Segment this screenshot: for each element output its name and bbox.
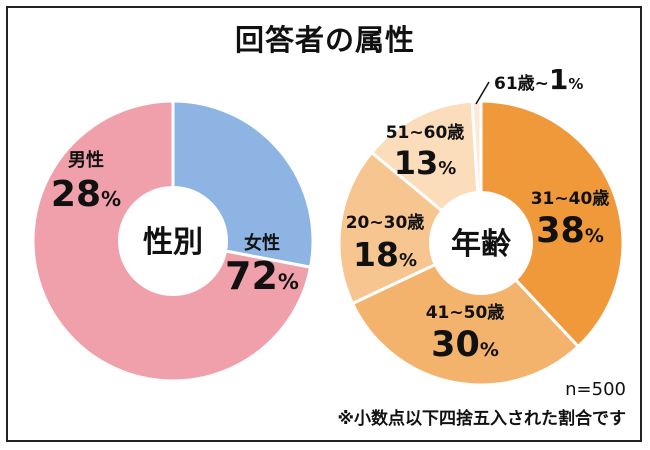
- center-label: 性別: [143, 225, 203, 260]
- donut-hole: [118, 186, 228, 296]
- slice-pct-51-60: 13%: [394, 144, 457, 182]
- slice-pct-male: 28%: [51, 174, 121, 215]
- slice-pct-31-40: 38%: [536, 211, 604, 251]
- slice-label-61plus: 61歳~1%: [494, 63, 583, 96]
- slice-name-31-40: 31~40歳: [531, 188, 610, 209]
- slice-name-male: 男性: [68, 149, 104, 171]
- chart-title: 回答者の属性: [234, 23, 415, 57]
- slice-20-30: [337, 150, 484, 306]
- donut-hole: [429, 191, 533, 295]
- slice-pct-female: 72%: [225, 254, 299, 298]
- center-label: 年齢: [451, 227, 511, 262]
- leader-line-61plus: [475, 81, 490, 105]
- slice-name-female: 女性: [244, 232, 280, 254]
- slice-name-51-60: 51~60歳: [386, 122, 465, 143]
- slice-31-40: [479, 99, 625, 349]
- slice-pct-41-50: 30%: [431, 325, 499, 365]
- slice-name-41-50: 41~50歳: [426, 302, 505, 323]
- rounding-note: ※小数点以下四捨五入された割合です: [337, 409, 626, 429]
- slice-pct-20-30: 18%: [353, 235, 417, 274]
- slice-name-20-30: 20~30歳: [346, 212, 425, 233]
- sample-size-note: n=500: [565, 379, 626, 400]
